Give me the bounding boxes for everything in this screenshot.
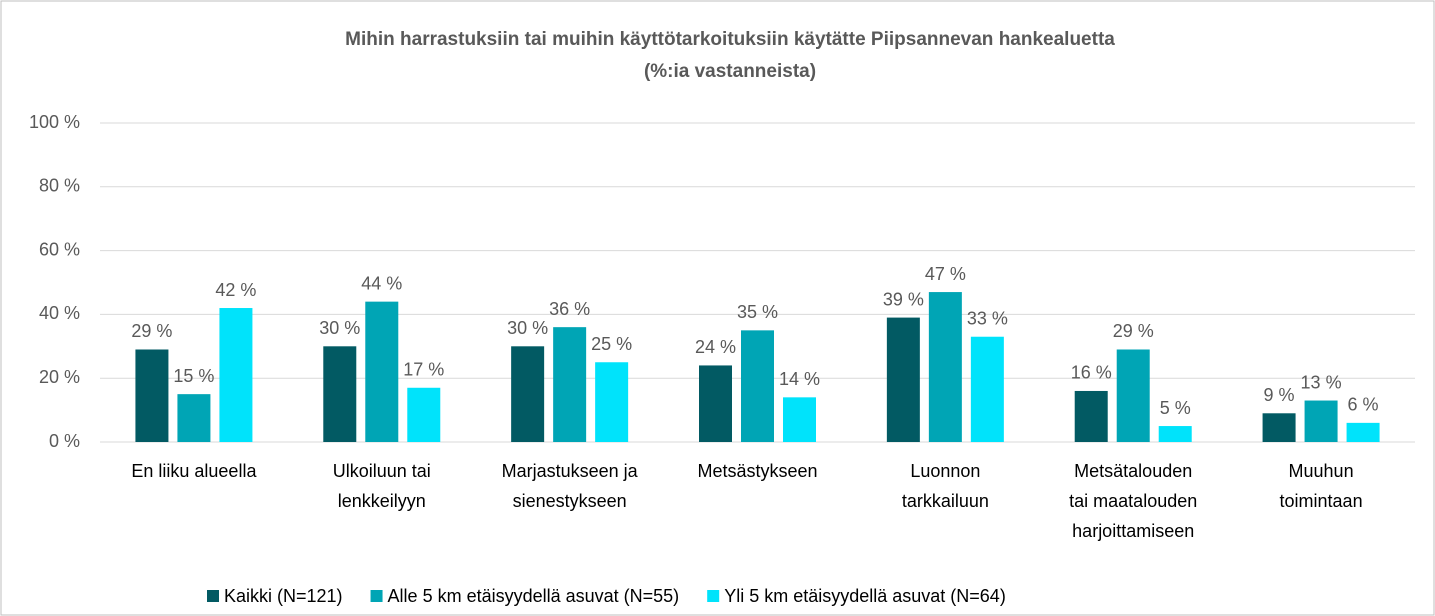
bar [928, 292, 962, 442]
bar [1074, 390, 1108, 442]
x-tick-label: Marjastukseen ja [502, 461, 639, 481]
value-label: 9 % [1264, 385, 1295, 405]
value-label: 47 % [925, 264, 966, 284]
value-label: 35 % [737, 302, 778, 322]
y-tick-label: 100 % [29, 112, 80, 132]
legend-label: Kaikki (N=121) [224, 586, 343, 606]
value-label: 24 % [695, 337, 736, 357]
value-label: 13 % [1301, 372, 1342, 392]
value-label: 6 % [1348, 395, 1379, 415]
value-label: 5 % [1160, 398, 1191, 418]
x-tick-label: Muuhun [1289, 461, 1354, 481]
value-label: 42 % [215, 280, 256, 300]
bar [1262, 413, 1296, 442]
value-label: 36 % [549, 299, 590, 319]
x-tick-label: sienestykseen [513, 491, 627, 511]
x-tick-label: Metsätalouden [1074, 461, 1192, 481]
legend-label: Alle 5 km etäisyydellä asuvat (N=55) [388, 586, 680, 606]
bar [219, 308, 253, 442]
bar [323, 346, 357, 442]
bar [135, 349, 169, 442]
value-label: 16 % [1071, 363, 1112, 383]
chart-subtitle: (%:ia vastanneista) [644, 61, 816, 82]
bar [511, 346, 545, 442]
value-label: 17 % [403, 360, 444, 380]
value-label: 25 % [591, 334, 632, 354]
legend-swatch [207, 590, 219, 602]
bar [365, 301, 399, 442]
bar [407, 387, 441, 442]
y-tick-label: 60 % [39, 239, 80, 259]
x-tick-label: harjoittamiseen [1072, 521, 1194, 541]
bar [741, 330, 774, 442]
x-tick-label: toimintaan [1280, 491, 1363, 511]
value-label: 30 % [507, 318, 548, 338]
legend-swatch [707, 590, 720, 602]
chart-title: Mihin harrastuksiin tai muihin käyttötar… [345, 29, 1115, 50]
x-tick-label: Metsästykseen [697, 461, 817, 481]
bar [1116, 349, 1150, 442]
value-label: 14 % [779, 369, 820, 389]
legend-label: Yli 5 km etäisyydellä asuvat (N=64) [724, 586, 1006, 606]
value-label: 29 % [131, 321, 172, 341]
bar [595, 362, 629, 442]
x-tick-label: Ulkoiluun tai [333, 461, 431, 481]
value-label: 33 % [967, 308, 1008, 328]
bar [886, 317, 920, 442]
bar [177, 394, 211, 442]
x-tick-label: En liiku alueella [131, 461, 257, 481]
value-label: 30 % [319, 318, 360, 338]
y-tick-label: 0 % [49, 431, 80, 451]
bar [553, 327, 587, 442]
x-tick-label: tai maatalouden [1069, 491, 1197, 511]
bar [699, 365, 732, 442]
value-label: 29 % [1113, 321, 1154, 341]
bar [970, 336, 1004, 442]
value-label: 15 % [173, 366, 214, 386]
y-tick-label: 80 % [39, 176, 80, 196]
bar [1304, 400, 1338, 442]
y-tick-label: 40 % [39, 303, 80, 323]
bar [783, 397, 816, 442]
legend-swatch [370, 590, 383, 602]
x-tick-label: Luonnon [910, 461, 980, 481]
bar [1158, 426, 1192, 442]
value-label: 44 % [361, 273, 402, 293]
x-tick-label: lenkkeilyyn [338, 491, 426, 511]
value-label: 39 % [883, 289, 924, 309]
x-tick-label: tarkkailuun [902, 491, 989, 511]
bar [1346, 422, 1380, 442]
y-tick-label: 20 % [39, 367, 80, 387]
